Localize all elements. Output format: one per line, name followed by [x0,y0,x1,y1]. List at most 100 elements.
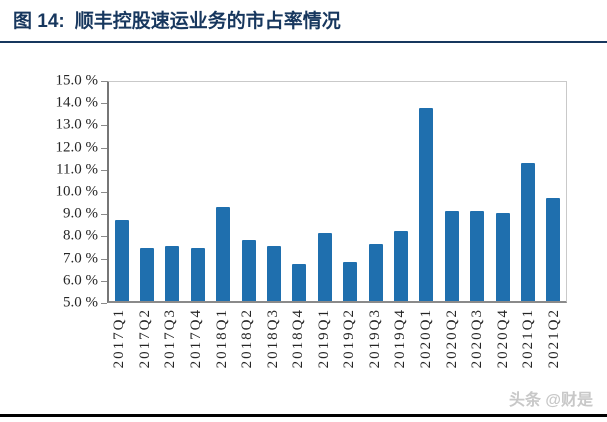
x-axis-labels: 2017Q1 2017Q2 2017Q3 2017Q4 2018Q1 2018Q2 2018… [107,308,567,394]
bar [368,244,383,301]
y-tick-label: 11.0 % [56,161,98,178]
x-tick-label: 2020Q3 [469,308,486,369]
y-tick-mark [101,103,107,105]
bar-slot [338,82,363,301]
bar [241,239,256,301]
x-slot: 2017Q2 [133,308,159,368]
bar [216,206,231,301]
y-tick-label: 5.0 % [63,294,98,311]
bar [546,198,561,301]
y-tick-mark [101,258,107,260]
bar-slot [134,82,159,301]
bar-chart: 15.0 % 14.0 % 13.0 % 12.0 % 11.0 % 10.0 % 9.0 … [0,60,607,400]
figure-number-label: 图 14: [13,11,65,32]
y-tick-label: 7.0 % [63,250,98,267]
bar-slot [185,82,210,301]
bar [114,219,129,301]
x-slot: 2021Q2 [542,308,568,368]
bar-slot [160,82,185,301]
x-slot: 2020Q1 [414,308,440,368]
bar-slot [109,82,134,301]
figure-title-text: 顺丰控股速运业务的市占率情况 [74,11,341,32]
bar-slot [363,82,388,301]
bar [292,263,307,301]
x-slot: 2018Q2 [235,308,261,368]
y-tick-mark [101,214,107,216]
bar [165,246,180,301]
y-tick-mark [101,192,107,193]
bar-slot [414,82,439,301]
y-tick-mark [101,280,107,282]
bar-slot [541,82,566,301]
bar-slot [236,82,261,301]
y-tick-label: 12.0 % [55,139,99,156]
bar [495,213,510,301]
x-tick-label: 2020Q2 [443,308,460,369]
x-tick-label: 2019Q2 [341,308,358,369]
y-tick-mark [101,147,107,149]
x-tick-label: 2018Q4 [290,308,307,369]
bar [444,211,459,301]
x-tick-label: 2017Q3 [162,308,179,369]
x-tick-label: 2020Q1 [418,308,435,369]
watermark: 头条 @财是 [508,392,593,409]
bar-slot [515,82,540,301]
x-slot: 2019Q4 [388,308,414,368]
bar-slot [490,82,515,301]
x-slot: 2021Q1 [516,308,542,368]
x-slot: 2019Q1 [312,308,338,368]
bar-slot [312,82,337,301]
bar [419,108,434,301]
y-tick-mark [101,303,107,304]
bar [470,211,485,301]
x-tick-label: 2017Q1 [111,308,128,369]
x-tick-label: 2019Q1 [315,308,332,369]
x-slot: 2018Q4 [286,308,312,368]
y-tick-label: 14.0 % [55,94,99,111]
bar [317,233,332,301]
x-slot: 2018Q3 [260,308,286,368]
bar [343,261,358,301]
bar [190,248,205,301]
y-tick-label: 15.0 % [55,72,99,89]
bar [140,248,155,301]
x-tick-label: 2019Q3 [366,308,383,369]
x-slot: 2017Q4 [184,308,210,368]
x-slot: 2019Q3 [363,308,389,368]
x-slot: 2017Q3 [158,308,184,368]
y-tick-mark [101,236,107,238]
bar-slot [388,82,413,301]
y-tick-mark [101,125,107,127]
y-tick-label: 9.0 % [63,205,98,222]
figure-title: 图 14: 顺丰控股速运业务的市占率情况 [13,6,341,33]
y-tick-mark [101,169,107,171]
title-divider [0,41,607,43]
x-slot: 2020Q3 [465,308,491,368]
bottom-divider [0,414,607,417]
bars-group [109,82,566,301]
x-slot: 2020Q4 [490,308,516,368]
x-slot: 2017Q1 [107,308,133,368]
bar [267,246,282,301]
x-tick-label: 2017Q4 [187,308,204,369]
y-tick-mark [101,81,107,82]
bar-slot [261,82,286,301]
x-tick-label: 2018Q2 [239,308,256,369]
bar [520,163,535,301]
y-tick-label: 6.0 % [63,272,98,289]
x-tick-label: 2017Q2 [136,308,153,369]
bar-slot [439,82,464,301]
x-tick-label: 2018Q1 [213,308,230,369]
y-tick-label: 13.0 % [55,116,99,133]
plot-area [107,81,567,303]
y-tick-label: 10.0 % [55,183,99,200]
bar-slot [211,82,236,301]
x-tick-label: 2018Q3 [264,308,281,369]
x-tick-label: 2021Q1 [520,308,537,369]
y-tick-label: 8.0 % [63,227,98,244]
x-tick-label: 2020Q4 [494,308,511,369]
x-slot: 2019Q2 [337,308,363,368]
bar-slot [287,82,312,301]
x-tick-label: 2019Q4 [392,308,409,369]
